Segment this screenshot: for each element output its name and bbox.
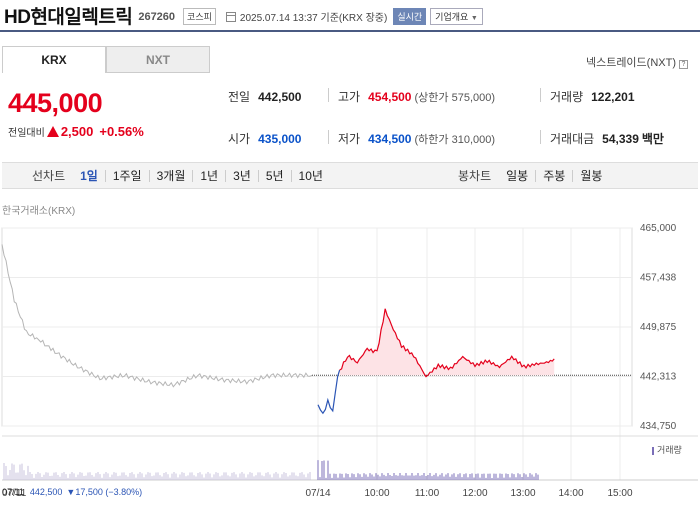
series-line-up xyxy=(339,308,555,378)
period-weekly[interactable]: 주봉 xyxy=(535,169,572,182)
stat-label: 거래량 xyxy=(550,90,584,104)
stat-limit: (상한가 575,000) xyxy=(414,91,496,104)
stat-low: 저가 434,500 (하한가 310,000) xyxy=(338,130,495,147)
chevron-down-icon: ▼ xyxy=(470,15,478,22)
volume-legend: 거래량 xyxy=(652,443,682,456)
market-tabs: KRX NXT xyxy=(2,46,210,73)
period-3m[interactable]: 3개월 xyxy=(148,169,193,182)
change-percent: +0.56% xyxy=(99,124,144,139)
help-icon[interactable]: ? xyxy=(679,60,688,69)
stat-unit: 백만 xyxy=(641,132,664,146)
stat-value: 122,201 xyxy=(591,89,635,104)
x-tick-label: 10:00 xyxy=(364,488,389,499)
x-tick-label: 12:00 xyxy=(462,488,487,499)
tab-krx[interactable]: KRX xyxy=(2,46,106,73)
y-tick-label: 434,750 xyxy=(640,421,677,432)
y-tick-label: 465,000 xyxy=(640,223,677,234)
exchange-label: 한국거래소(KRX) xyxy=(2,206,76,217)
stat-label: 거래대금 xyxy=(550,132,595,146)
calendar-icon xyxy=(225,11,236,22)
period-daily[interactable]: 일봉 xyxy=(506,168,529,183)
stat-value: 434,500 xyxy=(368,131,412,146)
period-1y[interactable]: 1년 xyxy=(192,169,225,182)
stat-value: 442,500 xyxy=(258,89,302,104)
company-overview-label: 기업개요 xyxy=(435,12,469,22)
chart-toolbar: 선차트 1일 1주일 3개월 1년 3년 5년 10년 봉차트 일봉 주봉 월봉 xyxy=(2,162,698,189)
period-3y[interactable]: 3년 xyxy=(225,169,258,182)
timestamp: 2025.07.14 13:37 기준(KRX 장중) xyxy=(239,13,388,24)
stat-open: 시가 435,000 xyxy=(228,130,301,147)
current-price: 445,000 xyxy=(8,88,103,118)
stat-value: 454,500 xyxy=(368,89,412,104)
x-tick-label: 15:00 xyxy=(607,488,632,499)
y-tick-label: 457,438 xyxy=(640,273,677,284)
stat-label: 전일 xyxy=(228,90,251,104)
x-tick-label: 14:00 xyxy=(558,488,583,499)
limit-value: 575,000 xyxy=(451,91,492,104)
series-line-down xyxy=(317,369,341,415)
y-tick-label: 442,313 xyxy=(640,372,677,383)
divider xyxy=(540,130,541,144)
nxt-link-label: 넥스트레이드(NXT) xyxy=(585,57,676,69)
stock-header: HD현대일렉트릭 267260 코스피 2025.07.14 13:37 기준(… xyxy=(0,0,700,32)
period-monthly[interactable]: 월봉 xyxy=(572,169,609,182)
series-area-up xyxy=(339,308,555,376)
change-value: 2,500 xyxy=(60,124,94,139)
price-change: 전일대비 2,500 +0.56% xyxy=(8,124,144,139)
candle-chart-periods: 봉차트 일봉 주봉 월봉 xyxy=(458,167,609,184)
stock-code: 267260 xyxy=(138,11,176,23)
limit-label: 하한가 xyxy=(418,133,449,146)
nxt-link[interactable]: 넥스트레이드(NXT)? xyxy=(586,54,688,70)
up-triangle-icon xyxy=(46,126,59,137)
line-chart-label: 선차트 xyxy=(32,169,66,183)
divider xyxy=(328,130,329,144)
stat-label: 고가 xyxy=(338,90,361,104)
stat-high: 고가 454,500 (상한가 575,000) xyxy=(338,88,495,105)
x-tick-label: 13:00 xyxy=(510,488,535,499)
stock-name: HD현대일렉트릭 xyxy=(4,6,133,28)
prev-day-date: 07/11 xyxy=(2,487,24,497)
stat-value: 54,339 xyxy=(602,131,639,146)
limit-label: 상한가 xyxy=(418,91,449,104)
divider xyxy=(540,88,541,102)
stat-label: 시가 xyxy=(228,132,251,146)
candle-chart-label: 봉차트 xyxy=(458,169,492,183)
volume-legend-label: 거래량 xyxy=(657,445,682,455)
limit-value: 310,000 xyxy=(451,133,492,146)
plot-frame xyxy=(1,227,633,427)
prev-day-price: 442,500 xyxy=(29,487,63,497)
stat-limit: (하한가 310,000) xyxy=(414,133,496,146)
stat-label: 저가 xyxy=(338,132,361,146)
period-1w[interactable]: 1주일 xyxy=(104,169,149,182)
period-1d[interactable]: 1일 xyxy=(80,168,98,183)
period-10y[interactable]: 10년 xyxy=(290,169,330,182)
period-5y[interactable]: 5년 xyxy=(257,169,291,182)
volume-swatch xyxy=(652,446,654,455)
market-badge: 코스피 xyxy=(183,8,216,25)
prev-day-change: ▼17,500 (−3.80%) xyxy=(66,487,143,497)
stat-volume: 거래량 122,201 xyxy=(550,88,635,105)
company-overview-button[interactable]: 기업개요 ▼ xyxy=(430,8,483,25)
line-chart-periods: 선차트 1일 1주일 3개월 1년 3년 5년 10년 xyxy=(2,167,330,184)
series-line-prev-day xyxy=(1,244,313,388)
stat-prev-close: 전일 442,500 xyxy=(228,88,301,105)
tab-nxt[interactable]: NXT xyxy=(106,46,210,73)
realtime-badge: 실시간 xyxy=(393,8,427,25)
change-label: 전일대비 xyxy=(8,128,45,139)
prev-day-info: 07/11 442,500 ▼17,500 (−3.80%) xyxy=(2,487,142,497)
price-stats: 전일 442,500 고가 454,500 (상한가 575,000) 거래량 … xyxy=(228,86,700,156)
y-tick-label: 449,875 xyxy=(640,322,677,333)
stat-value: 435,000 xyxy=(258,131,302,146)
divider xyxy=(328,88,329,102)
x-tick-label: 11:00 xyxy=(415,488,440,499)
stat-trade-value: 거래대금 54,339 백만 xyxy=(550,130,664,147)
x-tick-label: 07/14 xyxy=(305,488,330,499)
